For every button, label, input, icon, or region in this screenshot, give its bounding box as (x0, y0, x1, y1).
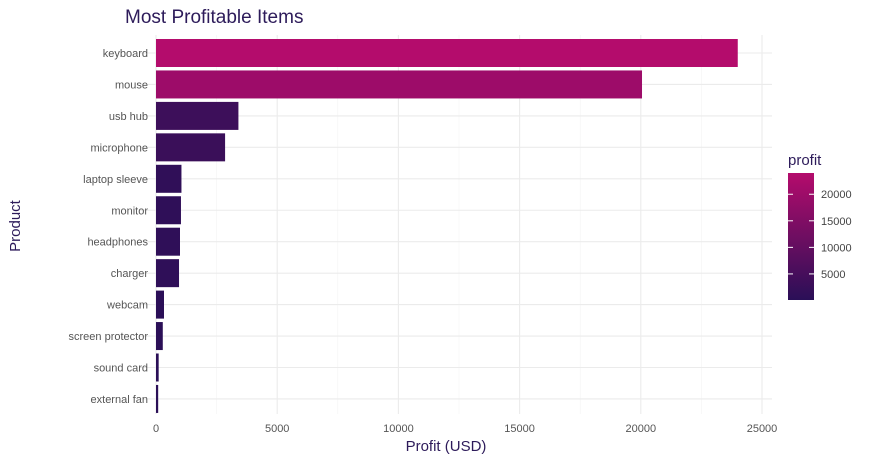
y-tick-label: keyboard (103, 48, 148, 60)
bar-usb-hub (156, 101, 239, 130)
legend-tick-label: 5000 (821, 269, 845, 281)
x-tick-label: 25000 (747, 423, 778, 435)
bar-laptop-sleeve (156, 164, 182, 193)
bar-headphones (156, 227, 180, 256)
x-tick-label: 15000 (504, 423, 535, 435)
y-tick-label: mouse (115, 79, 148, 91)
x-tick-label: 5000 (265, 423, 289, 435)
y-tick-label: charger (111, 268, 149, 280)
bar-microphone (156, 133, 226, 162)
bar-mouse (156, 70, 643, 99)
y-tick-label: sound card (94, 363, 148, 375)
x-tick-label: 20000 (626, 423, 657, 435)
bars (156, 39, 738, 413)
y-tick-label: usb hub (109, 111, 148, 123)
y-tick-labels: keyboard mouse usb hub microphone laptop sle… (69, 48, 149, 406)
y-tick-label: monitor (111, 205, 148, 217)
chart-title: Most Profitable Items (125, 7, 303, 28)
y-tick-label: microphone (91, 142, 148, 154)
x-tick-label: 0 (153, 423, 159, 435)
bar-sound-card (156, 353, 159, 382)
x-axis-title: Profit (USD) (406, 438, 487, 455)
legend-tick-label: 15000 (821, 216, 852, 228)
y-tick-label: screen protector (69, 331, 149, 343)
y-tick-label: external fan (91, 394, 148, 406)
bar-monitor (156, 196, 181, 225)
bar-charger (156, 259, 180, 288)
bar-keyboard (156, 39, 738, 67)
legend-tick-label: 10000 (821, 242, 852, 254)
x-tick-label: 10000 (383, 423, 414, 435)
bar-screen-protector (156, 322, 163, 351)
legend-color-bar (788, 173, 814, 300)
legend-title: profit (788, 152, 822, 169)
bar-external-fan (156, 384, 159, 413)
bar-webcam (156, 290, 164, 319)
legend: profit 5000 10000 15000 20000 (788, 152, 852, 300)
x-tick-labels: 0 5000 10000 15000 20000 25000 (153, 423, 777, 435)
legend-tick-label: 20000 (821, 189, 852, 201)
y-tick-label: laptop sleeve (83, 174, 148, 186)
legend-ticks: 5000 10000 15000 20000 (788, 189, 852, 281)
y-axis-title: Product (7, 199, 24, 252)
y-tick-label: headphones (87, 237, 148, 249)
y-tick-label: webcam (106, 300, 148, 312)
